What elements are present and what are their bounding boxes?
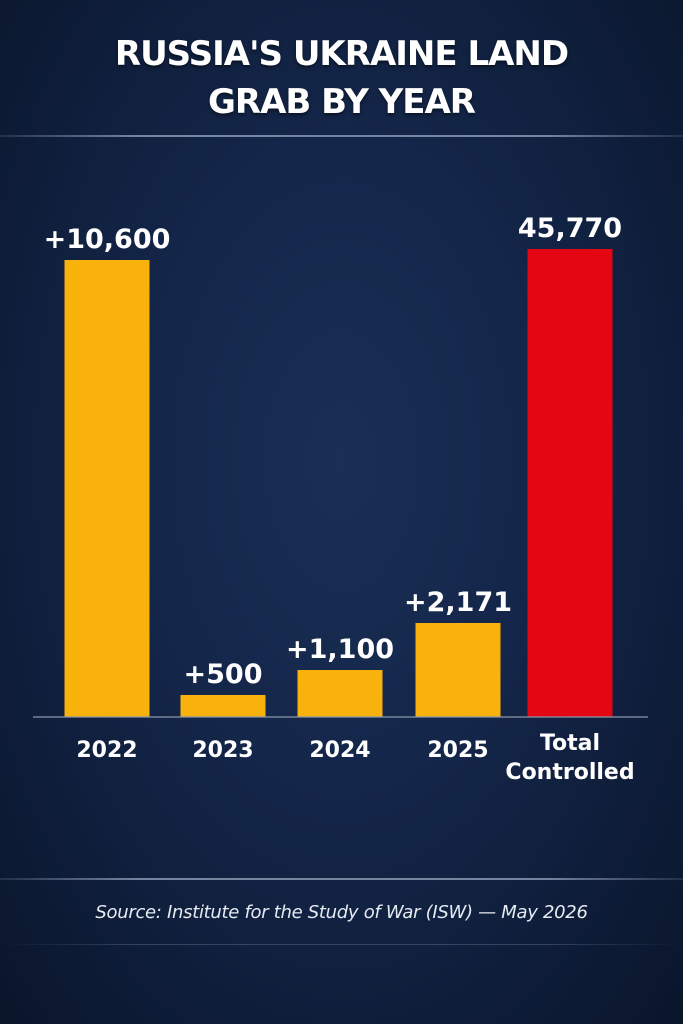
bar-2022 (64, 260, 150, 717)
bar-2023 (180, 695, 266, 717)
data-label-total-controlled: 45,770 (518, 213, 622, 244)
footer-divider (0, 878, 683, 880)
source-note: Source: Institute for the Study of War (… (95, 902, 588, 923)
bar-chart: +10,600 2022 +500 2023 +1,100 2024 +2,171 2025 4… (33, 213, 648, 785)
category-label-2025: 2025 (427, 738, 488, 763)
footer-underline (0, 944, 683, 945)
category-label-2024: 2024 (309, 738, 370, 763)
data-label-2024: +1,100 (286, 634, 394, 665)
category-label-2023: 2023 (192, 738, 253, 763)
data-label-2022: +10,600 (44, 224, 171, 255)
data-label-2025: +2,171 (404, 587, 512, 618)
chart-title-line-2: GRAB BY YEAR (207, 82, 476, 122)
bar-total-controlled (527, 249, 613, 717)
title-divider (0, 135, 683, 137)
data-label-2023: +500 (184, 659, 263, 690)
category-label-total-controlled: Total Controlled (505, 731, 634, 785)
bar-2025 (415, 623, 501, 717)
chart-title: RUSSIA'S UKRAINE LAND GRAB BY YEAR (0, 30, 683, 126)
bar-2024 (297, 670, 383, 717)
chart-title-line-1: RUSSIA'S UKRAINE LAND (114, 34, 569, 74)
category-label-2022: 2022 (76, 738, 137, 763)
